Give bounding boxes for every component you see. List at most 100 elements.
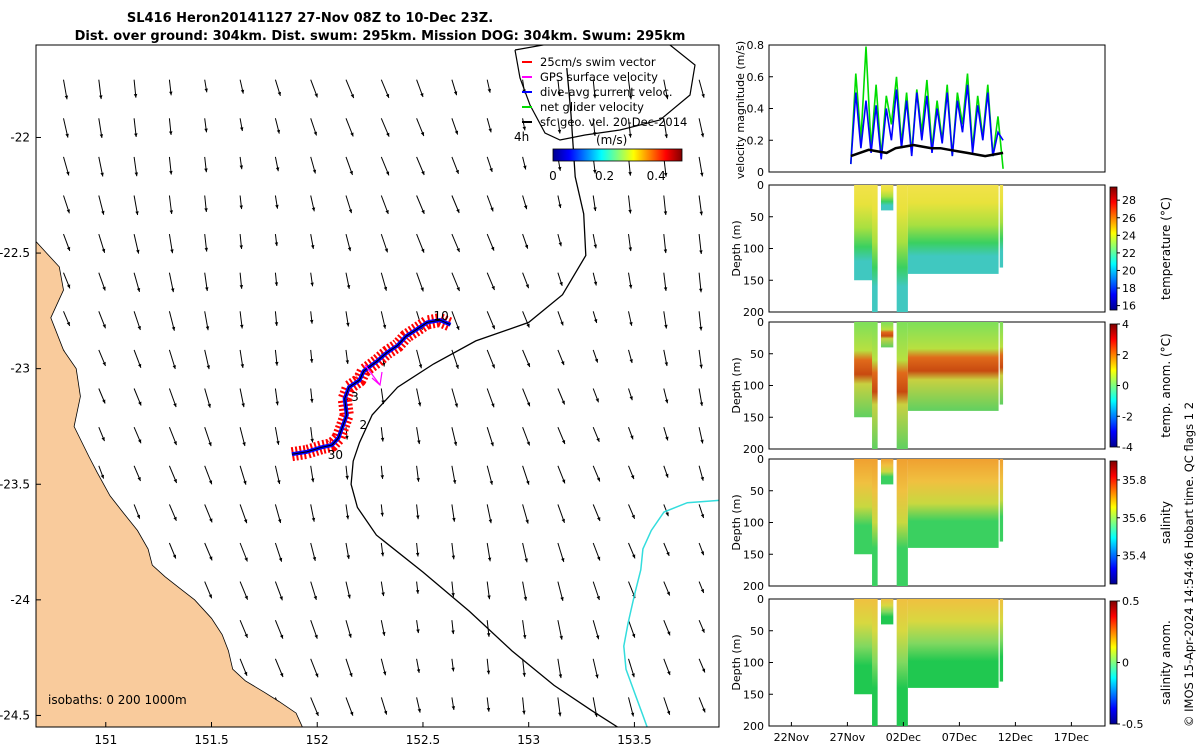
current-arrow [345,465,349,480]
profile-block [881,322,894,348]
current-arrow [345,156,353,176]
current-arrow [698,504,705,519]
current-arrow [204,156,208,173]
colorbar-tick-label: -0.5 [1122,718,1143,731]
colorbar-tick-label: 28 [1122,194,1136,207]
current-arrow [628,349,633,364]
profile-block [907,322,999,411]
colorbar-tick-label: 18 [1122,282,1136,295]
current-arrow [310,79,318,98]
current-arrow [522,118,526,131]
glider-track-line [291,319,451,455]
current-arrow [133,504,141,519]
current-arrow [168,272,175,293]
current-arrow [168,504,177,521]
current-arrow [663,658,671,676]
current-arrow [451,620,455,635]
current-arrow [522,272,530,289]
current-arrow [557,272,563,287]
current-arrow [274,234,279,247]
current-arrow [592,620,600,640]
current-arrow [204,542,213,561]
colorbar-tick-label: 22 [1122,247,1136,260]
current-arrow [133,465,141,482]
legend-entry-label: dive-avg current veloc. [540,85,673,99]
current-arrow [204,118,208,133]
current-arrow [486,542,492,562]
current-arrow [522,195,528,210]
depth-tick-label: 100 [743,657,764,670]
current-arrow [345,311,350,327]
date-tick-label: 17Dec [1054,731,1089,744]
current-arrow [133,233,140,254]
current-arrow [204,388,211,408]
colorbar-tick-label: -4 [1122,441,1133,454]
current-arrow [63,272,71,289]
current-arrow [98,311,106,329]
current-arrow [557,504,565,523]
depth-tick-label: 50 [750,625,764,638]
current-arrow [628,79,633,100]
figure-title-line2: Dist. over ground: 304km. Dist. swum: 29… [75,29,686,44]
current-arrow [133,427,142,444]
heatmap-panel-salinity-anomaly: 0 50 100 150 200 Depth (m) -0.5 0 0.5 salinity an… [730,593,1173,733]
track-day-label: 30 [328,448,343,462]
depth-tick-label: 200 [743,443,764,456]
current-arrow [133,195,139,216]
current-arrow [663,234,668,254]
current-arrow [345,349,349,364]
current-arrow [345,542,350,560]
profile-block [907,459,999,548]
legend-entry-label: 25cm/s swim vector [540,55,656,69]
current-arrow [486,195,494,212]
current-arrow [486,581,491,600]
current-arrow [415,542,420,557]
current-arrow [451,118,459,135]
legend-entry: GPS surface velocity [522,70,658,84]
current-arrow [274,311,279,326]
current-arrow [628,388,633,401]
current-arrow [592,388,599,403]
current-arrow [239,118,244,132]
current-arrow [592,195,597,212]
track-day-label: 2 [360,418,368,432]
legend-entry: 25cm/s swim vector [522,55,656,69]
current-arrow [310,620,318,639]
current-arrow [416,427,421,445]
map-y-tick-label: -24.5 [0,708,30,722]
isobath-200m [350,68,618,727]
velocity-axes [768,44,1106,173]
current-arrow [592,311,598,324]
current-arrow [663,272,668,291]
current-arrow [204,349,210,370]
current-arrow [98,233,106,253]
current-arrow [522,156,527,170]
profile-block [896,459,908,586]
current-arrow [557,118,562,134]
current-arrow [310,195,316,212]
map-y-tick-label: -23.5 [0,477,30,491]
current-arrow [310,542,317,562]
current-arrow [63,79,69,100]
current-arrow [557,311,564,326]
coastline-land [36,218,303,727]
profile-block [896,322,908,449]
current-arrow [698,427,704,444]
track-time-label: 4h [514,130,529,144]
current-arrow [345,79,355,99]
current-arrow [486,427,494,447]
current-arrow [168,118,173,136]
velocity-tick-label: 0.4 [747,103,765,116]
current-arrow [309,311,314,324]
profile-block [881,459,894,485]
current-arrow [522,620,527,639]
current-arrow [274,504,282,524]
current-arrow [663,504,669,517]
current-arrow [557,697,562,717]
profile-block [872,322,878,449]
current-arrow [416,233,425,253]
map-panel: 10 32 30 151 151.5 152 152.5 153 153.5 -22 -22.5… [0,44,720,747]
current-arrow [380,581,385,597]
current-arrow [698,697,706,713]
